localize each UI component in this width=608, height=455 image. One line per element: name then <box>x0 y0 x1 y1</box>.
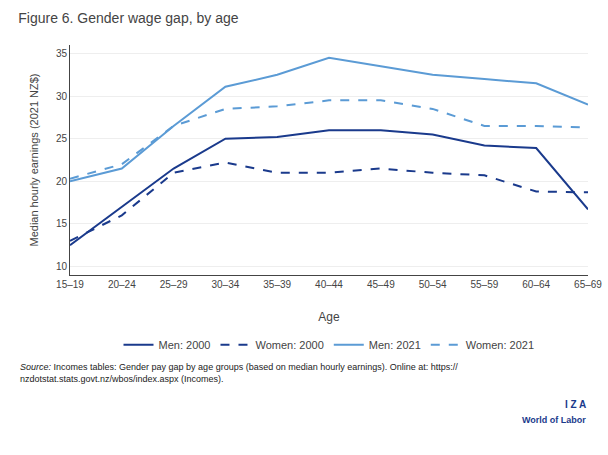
svg-text:35–39: 35–39 <box>263 279 291 290</box>
svg-text:30: 30 <box>56 91 68 102</box>
svg-text:45–49: 45–49 <box>367 279 395 290</box>
svg-text:60–64: 60–64 <box>522 279 550 290</box>
svg-text:15–19: 15–19 <box>56 279 84 290</box>
svg-text:50–54: 50–54 <box>419 279 447 290</box>
svg-text:10: 10 <box>56 261 68 272</box>
svg-text:Women: 2021: Women: 2021 <box>466 339 534 351</box>
svg-text:55–59: 55–59 <box>470 279 498 290</box>
svg-text:Women: 2000: Women: 2000 <box>255 339 323 351</box>
svg-text:15: 15 <box>56 218 68 229</box>
svg-text:35: 35 <box>56 48 68 59</box>
svg-text:25: 25 <box>56 133 68 144</box>
svg-text:Age: Age <box>318 310 340 324</box>
svg-text:20: 20 <box>56 176 68 187</box>
svg-text:I Z A: I Z A <box>565 399 586 410</box>
svg-text:World of Labor: World of Labor <box>522 415 586 425</box>
svg-text:Figure 6. Gender wage gap, by: Figure 6. Gender wage gap, by age <box>18 10 238 26</box>
svg-text:Men: 2000: Men: 2000 <box>159 339 211 351</box>
svg-text:20–24: 20–24 <box>108 279 136 290</box>
svg-text:30–34: 30–34 <box>211 279 239 290</box>
svg-text:Men: 2021: Men: 2021 <box>369 339 421 351</box>
svg-text:40–44: 40–44 <box>315 279 343 290</box>
svg-text:Median hourly earnings (2021 N: Median hourly earnings (2021 NZ$) <box>28 73 40 246</box>
svg-text:25–29: 25–29 <box>160 279 188 290</box>
svg-text:Source: Incomes tables: Gender: Source: Incomes tables: Gender pay gap b… <box>20 362 458 384</box>
svg-text:65–69: 65–69 <box>574 279 602 290</box>
